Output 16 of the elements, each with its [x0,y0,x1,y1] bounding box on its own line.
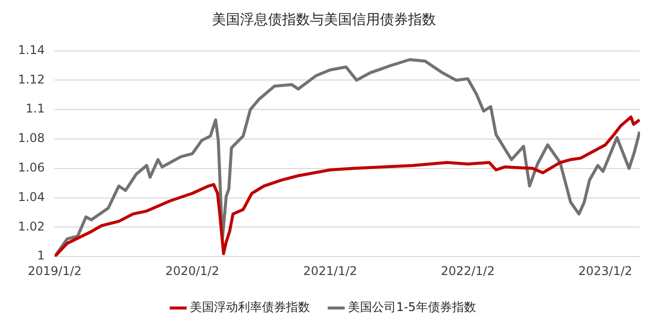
chart-title: 美国浮息债指数与美国信用债券指数 [212,12,436,28]
x-tick-label: 2020/1/2 [165,264,220,278]
x-tick-label: 2021/1/2 [303,264,358,278]
y-tick-label: 1.1 [26,102,45,116]
y-tick-label: 1.08 [18,131,45,146]
y-tick-label: 1.14 [18,42,45,57]
x-tick-label: 2019/1/2 [28,264,82,278]
y-tick-label: 1.12 [18,72,45,86]
y-tick-label: 1.04 [18,190,45,204]
y-tick-label: 1.02 [18,219,45,234]
y-tick-label: 1.06 [18,160,45,175]
legend-label: 美国浮动利率债券指数 [190,300,310,314]
legend-label: 美国公司1-5年债券指数 [348,300,476,314]
x-tick-label: 2022/1/2 [440,264,495,278]
y-tick-label: 1 [37,248,45,263]
x-tick-label: 2023/1/2 [578,264,632,278]
